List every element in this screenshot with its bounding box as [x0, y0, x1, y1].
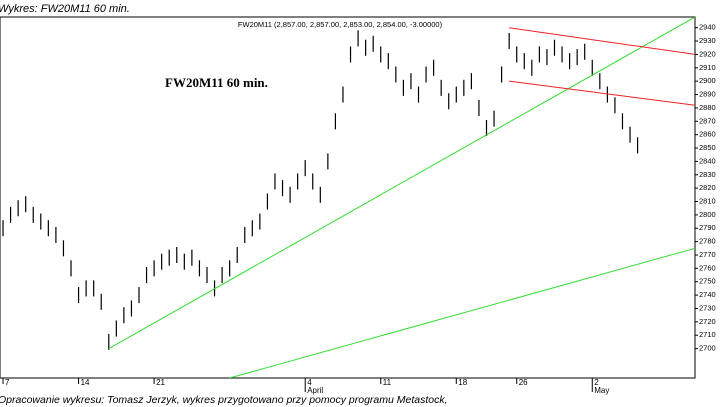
chart-title: FW20M11 60 min.	[165, 75, 268, 90]
y-tick-label: 2770	[699, 250, 716, 259]
y-tick-label: 2750	[699, 277, 716, 286]
y-tick-label: 2710	[699, 330, 716, 339]
month-label: May	[594, 386, 609, 395]
y-tick-label: 2740	[699, 290, 716, 299]
y-tick-label: 2830	[699, 170, 716, 179]
y-tick-label: 2940	[699, 23, 716, 32]
y-tick-label: 2810	[699, 196, 716, 205]
y-tick-label: 2920	[699, 49, 716, 58]
x-tick-label: 11	[383, 378, 392, 387]
y-tick-label: 2910	[699, 63, 716, 72]
trend-line	[509, 80, 695, 106]
y-tick-label: 2700	[699, 344, 716, 353]
x-tick-label: 2	[594, 378, 599, 387]
trend-line	[108, 17, 695, 350]
header: Wykres: FW20M11 60 min.	[0, 3, 130, 15]
y-tick-label: 2930	[699, 36, 716, 45]
y-tick-label: 2820	[699, 183, 716, 192]
x-tick-label: 14	[81, 378, 90, 387]
y-tick-label: 2730	[699, 303, 716, 312]
y-tick-label: 2780	[699, 237, 716, 246]
y-tick-label: 2860	[699, 130, 716, 139]
y-tick-label: 2790	[699, 223, 716, 232]
x-tick-label: 7	[5, 378, 10, 387]
footer: Opracowanie wykresu: Tomasz Jerzyk, wykr…	[0, 394, 448, 406]
y-tick-label: 2890	[699, 90, 716, 99]
y-tick-label: 2720	[699, 317, 716, 326]
month-label: April	[307, 386, 323, 395]
y-tick-label: 2850	[699, 143, 716, 152]
x-tick-label: 18	[458, 378, 467, 387]
x-tick-label: 26	[519, 378, 528, 387]
y-tick-label: 2760	[699, 263, 716, 272]
trend-line	[229, 247, 695, 378]
y-tick-label: 2840	[699, 156, 716, 165]
y-tick-label: 2880	[699, 103, 716, 112]
x-tick-label: 4	[307, 378, 312, 387]
x-tick-label: 21	[156, 378, 165, 387]
plot-frame	[0, 16, 696, 379]
y-tick-label: 2870	[699, 116, 716, 125]
trend-line	[509, 27, 695, 55]
y-tick-label: 2900	[699, 76, 716, 85]
chart-subtitle: FW20M11 (2,857.00, 2,857.00, 2,853.00, 2…	[238, 20, 443, 29]
y-tick-label: 2800	[699, 210, 716, 219]
